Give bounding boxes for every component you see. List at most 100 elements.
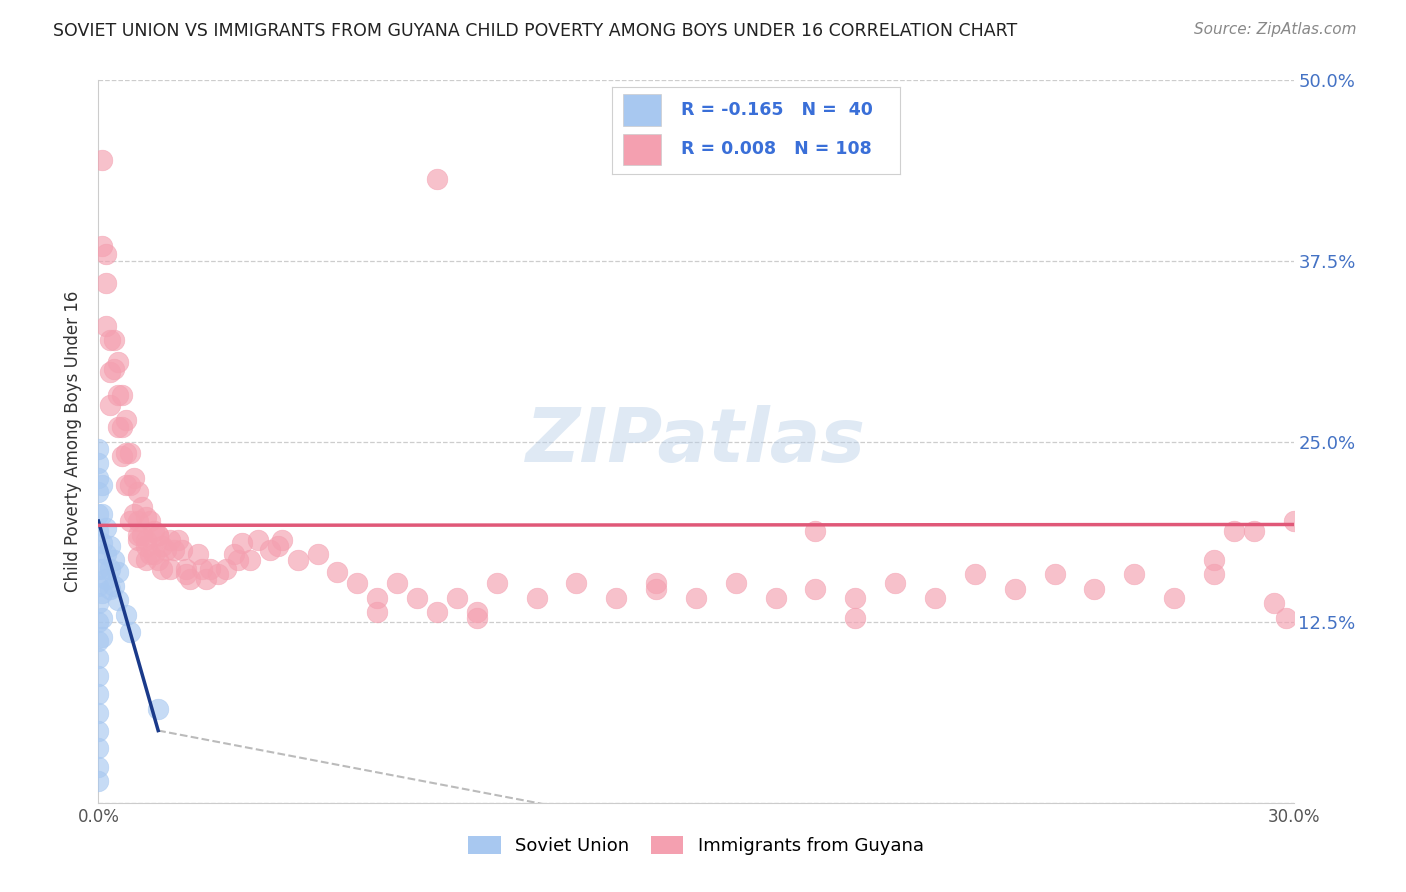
Point [131,528,153,542]
Point [124,470,146,484]
Point [107,565,129,579]
Point [98,398,122,412]
Point [150,539,173,553]
Point [366,591,388,605]
Point [91,586,114,600]
Point [87,524,110,538]
Point [98,365,122,379]
Point [446,591,468,605]
Point [87,562,110,576]
Point [143,547,166,561]
Point [924,591,946,605]
Text: R = -0.165   N =  40: R = -0.165 N = 40 [681,101,873,120]
Point [107,388,129,402]
Point [139,514,162,528]
Point [87,456,110,470]
Text: R = 0.008   N = 108: R = 0.008 N = 108 [681,140,872,159]
Point [605,591,627,605]
Point [148,702,170,716]
Point [844,611,866,625]
Text: SOVIET UNION VS IMMIGRANTS FROM GUYANA CHILD POVERTY AMONG BOYS UNDER 16 CORRELA: SOVIET UNION VS IMMIGRANTS FROM GUYANA C… [53,22,1018,40]
Point [98,334,122,348]
Point [103,579,125,593]
Point [1263,596,1285,610]
Point [406,591,429,605]
Y-axis label: Child Poverty Among Boys Under 16: Child Poverty Among Boys Under 16 [65,291,83,592]
Point [465,605,488,619]
Point [87,687,110,701]
Point [87,651,110,665]
Point [87,634,110,648]
Point [107,355,129,369]
Point [174,567,197,582]
Point [96,318,118,333]
Point [139,547,162,561]
Text: ZIPatlas: ZIPatlas [526,405,866,478]
Point [120,514,142,528]
Point [1083,582,1105,596]
Point [426,171,449,186]
Point [87,579,110,593]
Point [127,514,149,528]
Point [804,582,827,596]
Point [148,528,170,542]
Bar [623,95,661,126]
Point [155,542,177,557]
Point [270,533,292,547]
Point [246,533,269,547]
Point [103,334,125,348]
Point [804,524,827,538]
Point [107,420,129,434]
Point [724,576,747,591]
Point [87,668,110,682]
Point [1274,611,1296,625]
Point [115,446,138,460]
Point [148,553,170,567]
Point [135,539,157,553]
Point [87,542,110,557]
Point [135,553,157,567]
Point [91,507,114,521]
Point [148,528,170,542]
Point [963,567,986,582]
Point [346,576,368,591]
Point [163,542,186,557]
Point [135,509,157,524]
Point [1004,582,1026,596]
Point [87,706,110,721]
Point [1202,553,1225,567]
Point [226,553,249,567]
Point [267,539,290,553]
Point [167,533,190,547]
Point [115,607,138,622]
Point [107,593,129,607]
Point [120,446,142,460]
Point [645,582,668,596]
Point [87,596,110,610]
Point [485,576,508,591]
Point [174,562,197,576]
Point [685,591,707,605]
Point [366,605,388,619]
Point [127,550,149,565]
Point [207,567,229,582]
Text: Source: ZipAtlas.com: Source: ZipAtlas.com [1194,22,1357,37]
Point [120,478,142,492]
Point [91,239,114,253]
Point [115,413,138,427]
Point [87,760,110,774]
Point [91,630,114,644]
Point [426,605,449,619]
Point [765,591,787,605]
Point [1223,524,1246,538]
Point [98,562,122,576]
Point [87,723,110,738]
Point [259,542,281,557]
Point [91,478,114,492]
Point [131,500,153,514]
Point [91,153,114,167]
Point [326,565,349,579]
Point [87,774,110,789]
Point [287,553,309,567]
Point [98,582,122,596]
